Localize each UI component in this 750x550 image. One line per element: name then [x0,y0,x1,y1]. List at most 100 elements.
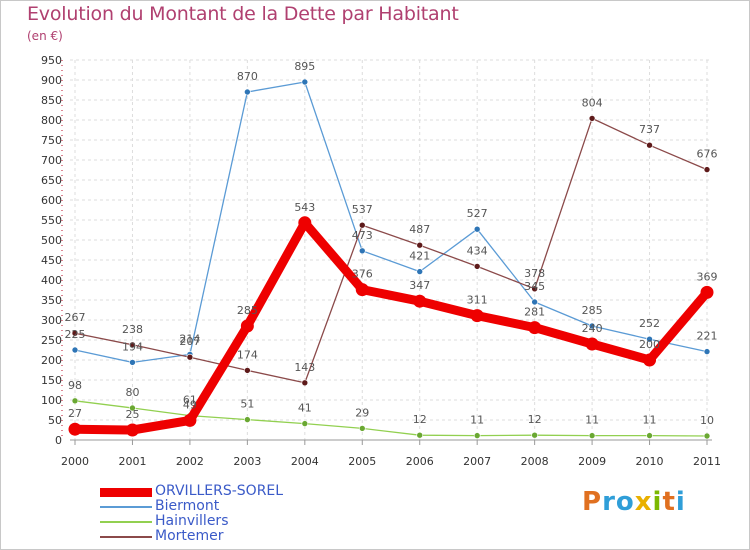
data-point [125,423,139,437]
data-point [643,353,657,367]
legend-item-hainvillers: Hainvillers [100,513,400,529]
data-point [244,367,251,374]
data-point [244,416,251,423]
legend-swatch [100,536,152,538]
data-label: 143 [294,361,315,374]
y-tick-label: 250 [41,334,62,347]
data-label: 281 [524,306,545,319]
data-point [585,337,599,351]
data-label: 804 [582,96,603,109]
legend-item-mortemer: Mortemer [100,528,400,544]
data-point [186,353,194,361]
data-label: 25 [125,408,139,421]
series-hainvillers [71,397,711,440]
data-point [703,348,711,355]
data-label: 345 [524,280,545,293]
data-point [240,319,254,333]
y-tick-label: 850 [41,94,62,107]
data-label: 252 [639,317,660,330]
data-point [531,298,538,306]
data-label: 12 [528,413,542,426]
data-point [416,241,424,249]
data-point [413,294,427,308]
data-label: 527 [467,207,488,220]
data-label: 238 [122,323,143,336]
data-label: 221 [697,330,718,343]
legend-label: Mortemer [155,528,224,544]
data-label: 214 [179,332,200,345]
data-label: 207 [179,335,200,348]
y-tick-label: 350 [41,294,62,307]
legend-swatch [100,506,152,508]
data-point [416,268,424,275]
x-tick-label: 2009 [578,455,606,468]
x-tick-label: 2007 [463,455,491,468]
series-line-orvillers-sorel [70,218,712,435]
x-tick-label: 2003 [233,455,261,468]
series-line-hainvillers [74,400,708,437]
data-label: 487 [409,223,430,236]
data-label: 41 [298,402,312,415]
data-point [298,216,312,230]
series-lines [68,78,714,440]
data-point [71,346,79,354]
data-label: 537 [352,203,373,216]
data-point [470,309,484,323]
y-tick-label: 900 [41,74,62,87]
legend-item-orvillers-sorel: ORVILLERS-SOREL [100,483,400,499]
data-point [358,425,366,432]
data-label: 11 [470,414,484,427]
data-point [68,422,82,436]
data-point [129,404,136,412]
data-point [528,321,542,335]
data-label: 285 [582,304,603,317]
data-point [183,413,197,427]
legend-item-biermont: Biermont [100,498,400,514]
x-tick-label: 2004 [291,455,319,468]
data-label: 174 [237,348,258,361]
data-label: 11 [643,414,657,427]
data-label: 98 [68,379,82,392]
data-point [301,78,309,86]
data-label: 676 [697,148,718,161]
legend-swatch [100,487,152,497]
data-point [473,432,481,439]
x-axis: 2000 2001 2002 2003 2004 2005 2006 2007 2008 2009… [61,439,721,468]
data-point [129,359,136,366]
data-point [416,431,424,439]
y-tick-label: 950 [41,54,62,67]
grid [70,59,712,441]
y-tick-label: 750 [41,134,62,147]
data-label: 311 [467,294,488,307]
y-tick-label: 450 [41,254,62,267]
data-point [473,263,481,270]
data-point [531,431,538,439]
data-label: 240 [582,322,603,335]
data-labels: 225 194 214 870 895 473 421 527 345 285 252 221 98 80… [65,60,718,427]
y-tick-label: 400 [41,274,62,287]
y-tick-label: 200 [41,354,62,367]
data-label: 49 [183,398,197,411]
data-label: 29 [355,406,369,419]
data-point [700,285,714,299]
data-point [71,329,79,337]
data-point [646,335,653,343]
legend-label: Hainvillers [155,513,229,529]
data-label: 80 [125,386,139,399]
x-tick-label: 2011 [693,455,721,468]
data-point [358,247,366,255]
y-tick-label: 700 [41,154,62,167]
data-point [473,225,481,233]
x-tick-label: 2005 [348,455,376,468]
data-label: 61 [183,394,197,407]
series-mortemer [71,115,711,387]
data-label: 285 [237,304,258,317]
y-tick-label: 300 [41,314,62,327]
data-label: 870 [237,70,258,83]
x-tick-label: 2001 [118,455,146,468]
data-point [301,379,309,387]
data-point [71,397,79,405]
data-label: 737 [639,123,660,136]
x-tick-label: 2000 [61,455,89,468]
data-point [588,322,596,330]
